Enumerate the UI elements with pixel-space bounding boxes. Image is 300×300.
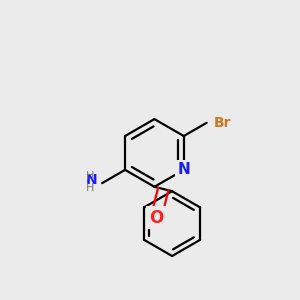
Text: H: H xyxy=(86,182,94,193)
Text: N: N xyxy=(86,173,98,187)
Text: H: H xyxy=(86,171,94,181)
Text: N: N xyxy=(177,162,190,177)
Text: Br: Br xyxy=(214,116,232,130)
Text: O: O xyxy=(149,208,163,226)
